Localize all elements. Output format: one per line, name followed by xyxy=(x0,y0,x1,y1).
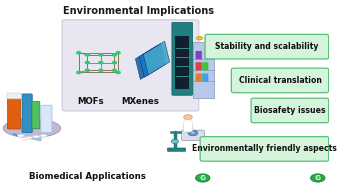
Polygon shape xyxy=(139,43,166,77)
FancyBboxPatch shape xyxy=(195,74,202,82)
FancyBboxPatch shape xyxy=(202,62,208,70)
Ellipse shape xyxy=(40,135,47,137)
FancyBboxPatch shape xyxy=(7,93,21,99)
Circle shape xyxy=(86,54,89,56)
FancyBboxPatch shape xyxy=(175,36,189,89)
Circle shape xyxy=(77,71,81,74)
Ellipse shape xyxy=(22,137,29,140)
Text: Stability and scalability: Stability and scalability xyxy=(215,42,319,51)
Text: Environmental Implications: Environmental Implications xyxy=(63,6,214,16)
Polygon shape xyxy=(135,46,162,80)
FancyBboxPatch shape xyxy=(172,22,193,95)
FancyBboxPatch shape xyxy=(181,130,205,140)
Circle shape xyxy=(99,54,103,56)
Text: Environmentally friendly aspects: Environmentally friendly aspects xyxy=(192,144,337,153)
FancyBboxPatch shape xyxy=(32,101,40,129)
Ellipse shape xyxy=(191,132,195,134)
Ellipse shape xyxy=(171,139,178,143)
Text: Biomedical Applications: Biomedical Applications xyxy=(29,172,146,181)
Ellipse shape xyxy=(199,175,203,179)
Text: ♻: ♻ xyxy=(200,175,206,181)
Text: MOFs: MOFs xyxy=(78,97,104,106)
Text: Biosafety issues: Biosafety issues xyxy=(254,106,326,115)
FancyBboxPatch shape xyxy=(251,98,329,123)
Circle shape xyxy=(86,69,89,71)
Ellipse shape xyxy=(3,119,61,138)
FancyBboxPatch shape xyxy=(205,34,329,59)
Ellipse shape xyxy=(25,136,32,139)
FancyBboxPatch shape xyxy=(195,51,202,59)
Text: MXenes: MXenes xyxy=(121,97,159,106)
Text: Clinical translation: Clinical translation xyxy=(239,76,321,85)
Polygon shape xyxy=(183,120,193,132)
FancyBboxPatch shape xyxy=(200,137,329,161)
FancyBboxPatch shape xyxy=(41,105,52,133)
Circle shape xyxy=(195,174,210,182)
Ellipse shape xyxy=(205,36,211,40)
FancyBboxPatch shape xyxy=(22,94,32,133)
FancyBboxPatch shape xyxy=(167,148,186,151)
FancyBboxPatch shape xyxy=(195,62,202,70)
FancyBboxPatch shape xyxy=(193,42,214,98)
Text: ♻: ♻ xyxy=(315,175,321,181)
Circle shape xyxy=(116,71,120,74)
Circle shape xyxy=(112,69,117,71)
Ellipse shape xyxy=(314,175,318,179)
FancyBboxPatch shape xyxy=(62,20,199,111)
Ellipse shape xyxy=(17,135,25,137)
Circle shape xyxy=(112,54,117,56)
Circle shape xyxy=(99,61,103,64)
Circle shape xyxy=(112,61,117,64)
Ellipse shape xyxy=(196,36,202,40)
Circle shape xyxy=(77,52,81,54)
Circle shape xyxy=(86,61,89,64)
Circle shape xyxy=(116,52,120,54)
FancyBboxPatch shape xyxy=(231,68,329,93)
FancyBboxPatch shape xyxy=(202,74,208,82)
Circle shape xyxy=(99,69,103,71)
Circle shape xyxy=(184,115,192,119)
Ellipse shape xyxy=(32,136,40,138)
Polygon shape xyxy=(143,41,170,75)
Ellipse shape xyxy=(188,130,198,136)
Circle shape xyxy=(311,174,325,182)
FancyBboxPatch shape xyxy=(8,94,21,129)
